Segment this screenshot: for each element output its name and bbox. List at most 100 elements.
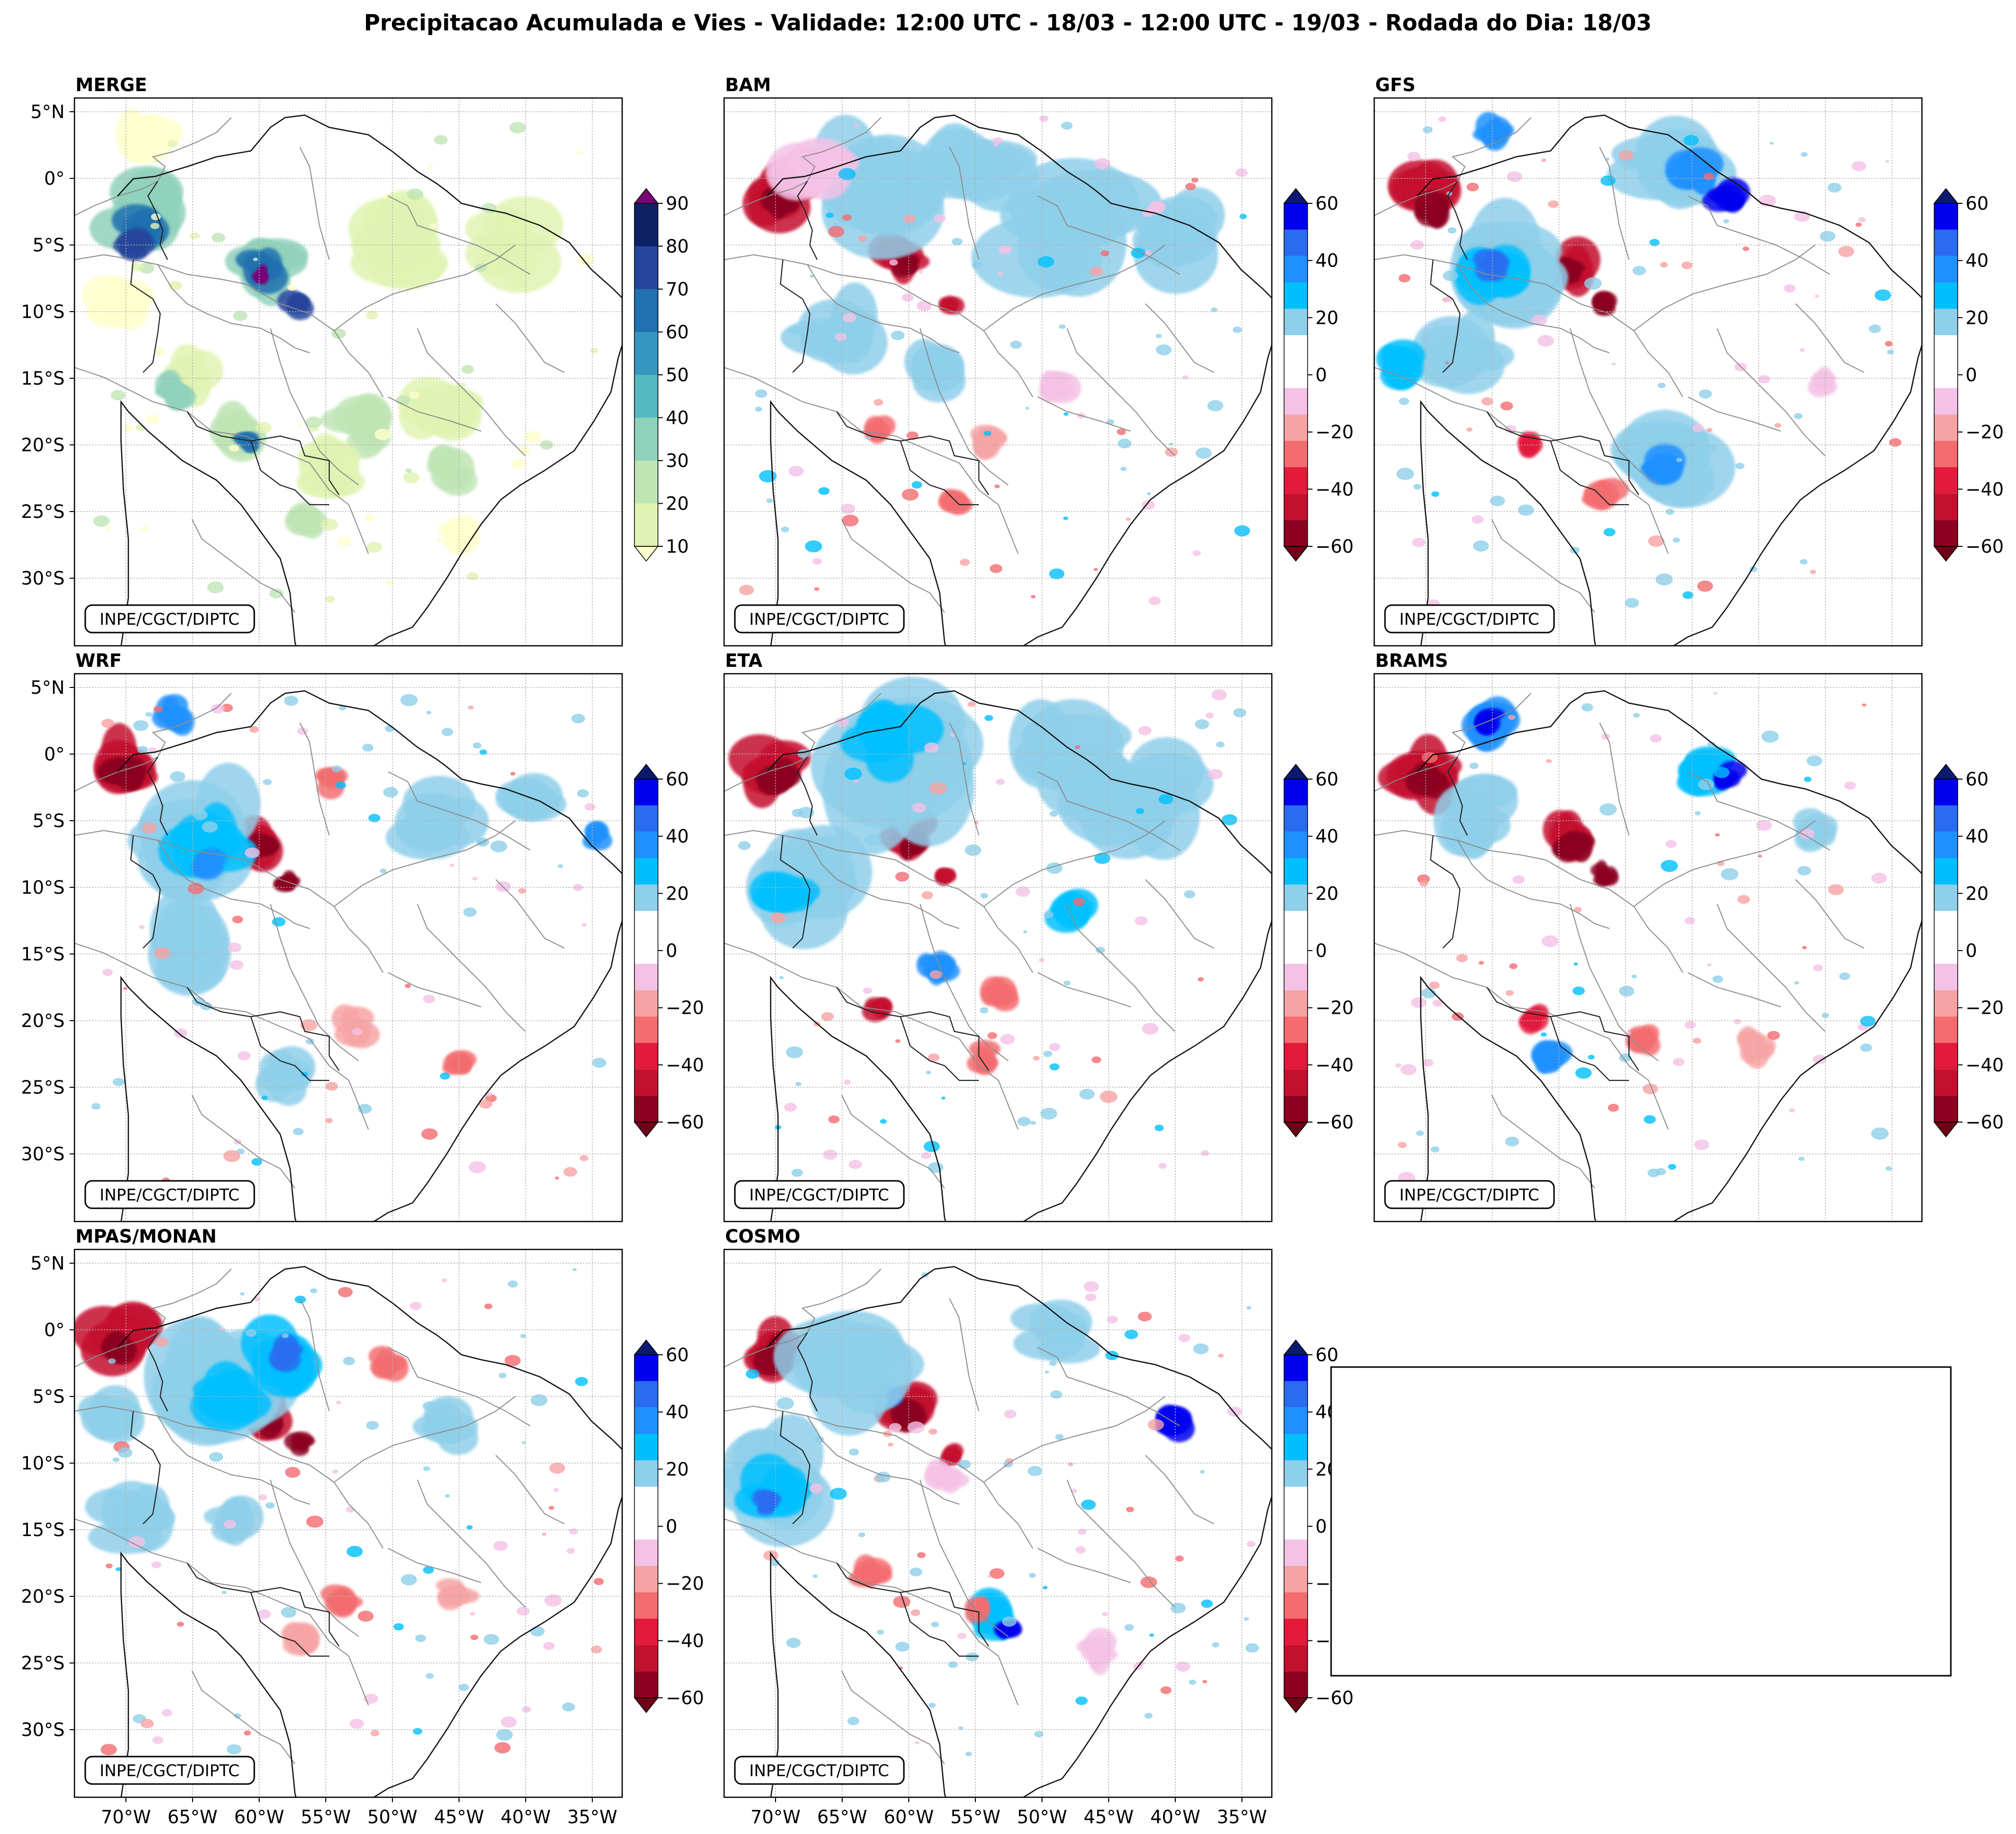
credit-text: INPE/CGCT/DIPTC [99,1761,240,1780]
colorbar-band [634,461,658,504]
precip-speckle [1410,240,1424,250]
precip-speckle [400,694,418,707]
precip-speckle [437,537,444,542]
precip-speckle [929,782,947,795]
precip-speckle [434,135,448,145]
precip-speckle [1618,150,1634,161]
precip-speckle [1059,324,1066,329]
precip-speckle [1061,122,1073,130]
precip-speckle [310,1288,317,1294]
precip-speckle [113,1077,125,1086]
colorbar-tick-label: −60 [1966,1112,2004,1133]
precip-cell [104,1333,130,1359]
precip-speckle [1668,1164,1676,1170]
precip-speckle [1828,884,1844,895]
precip-speckle [1079,1089,1095,1100]
precip-speckle [118,1447,133,1458]
precip-speckle [835,333,847,341]
precip-speckle [1633,713,1640,718]
precip-speckle [243,1730,251,1736]
precip-speckle [1170,1603,1186,1614]
precip-speckle [393,1623,404,1631]
precip-cell [1067,908,1090,927]
precip-speckle [921,1152,931,1159]
precip-speckle [522,1706,532,1713]
precip-cell [1708,186,1734,203]
precip-speckle [1147,202,1165,215]
precip-speckle [1131,247,1146,258]
colorbar-tick-label: −60 [666,1687,704,1709]
panel-title-merge: MERGE [75,74,147,96]
precip-speckle [1473,540,1489,552]
precip-speckle [374,428,391,440]
lon-tick-label: 50°W [367,1807,417,1828]
colorbar-tick-label: 0 [666,1516,678,1537]
precip-speckle [1799,348,1805,352]
precip-speckle [185,1363,203,1374]
precip-speckle [1638,155,1649,163]
precip-speckle [1211,689,1227,701]
colorbar-tick-label: 60 [666,322,689,343]
colorbar-band [1284,1069,1308,1096]
precip-speckle [1144,1712,1153,1719]
precip-cell [486,196,564,254]
lat-tick-label: 15°S [21,368,65,389]
precip-speckle [1043,1051,1052,1057]
colorbar-band [1934,1043,1958,1070]
precip-cell [1486,117,1511,145]
lon-tick-label: 70°W [751,1807,801,1828]
precip-speckle [128,1536,146,1548]
precip-speckle [997,271,1004,276]
colorbar-band [1284,1016,1308,1043]
precip-speckle [1743,246,1749,251]
precip-speckle [1692,424,1704,433]
precip-speckle [887,1443,894,1447]
colorbar-band [1284,990,1308,1017]
precip-speckle [349,1718,364,1729]
precip-speckle [1707,963,1712,967]
credit-badge: INPE/CGCT/DIPTC [84,1180,255,1209]
precip-speckle [843,313,856,323]
precip-speckle [1684,1021,1696,1029]
precip-speckle [450,863,455,867]
precip-speckle [1799,559,1808,564]
colorbar-band [1284,335,1308,362]
colorbar-band [1284,256,1308,283]
colorbar-bam: 60 40 20 0 −20 −40 −60 [1283,188,1354,562]
precip-speckle [1858,217,1866,222]
colorbar-band [1934,282,1958,309]
colorbar-tick-label: −40 [1315,1054,1354,1076]
precip-speckle [818,487,830,495]
lon-tick-label: 60°W [884,1807,934,1828]
precip-speckle [155,1337,169,1347]
precip-cell [1427,202,1446,229]
precip-speckle [917,300,932,312]
precip-speckle [285,1467,301,1478]
precip-speckle [255,422,272,434]
panel-merge: MERGE INPE/CGCT/DIPTC 5°N 0° 5°S 10°S 15°S 20°S… [21,74,689,647]
lat-tick-label: 20°S [21,1010,65,1031]
colorbar-tick-label: 40 [666,408,689,429]
precip-speckle [841,503,855,514]
precip-speckle [1794,413,1803,419]
credit-text: INPE/CGCT/DIPTC [749,1185,889,1204]
precip-speckle [1737,895,1750,904]
precip-cell [898,1400,925,1426]
precip-speckle [1411,997,1427,1008]
panel-cosmo: COSMO INPE/CGCT/DIPTC 70°W 65°W 60°W 55°W 50°W… [723,1226,1354,1828]
lon-tick-label: 45°W [434,1807,484,1828]
precip-speckle [146,712,152,717]
precip-speckle [1758,375,1771,384]
precip-speckle [555,1176,559,1180]
precip-speckle [1643,1083,1658,1095]
precip-speckle [1205,712,1214,719]
precip-speckle [922,891,933,900]
lon-tick-label: 35°W [1217,1807,1267,1828]
precip-speckle [1625,598,1639,608]
precip-speckle [814,587,820,591]
precip-speckle [1572,986,1585,996]
precip-speckle [1431,491,1439,497]
precip-speckle [1075,745,1081,749]
precip-speckle [1044,1370,1049,1374]
colorbar-band [1284,1434,1308,1461]
